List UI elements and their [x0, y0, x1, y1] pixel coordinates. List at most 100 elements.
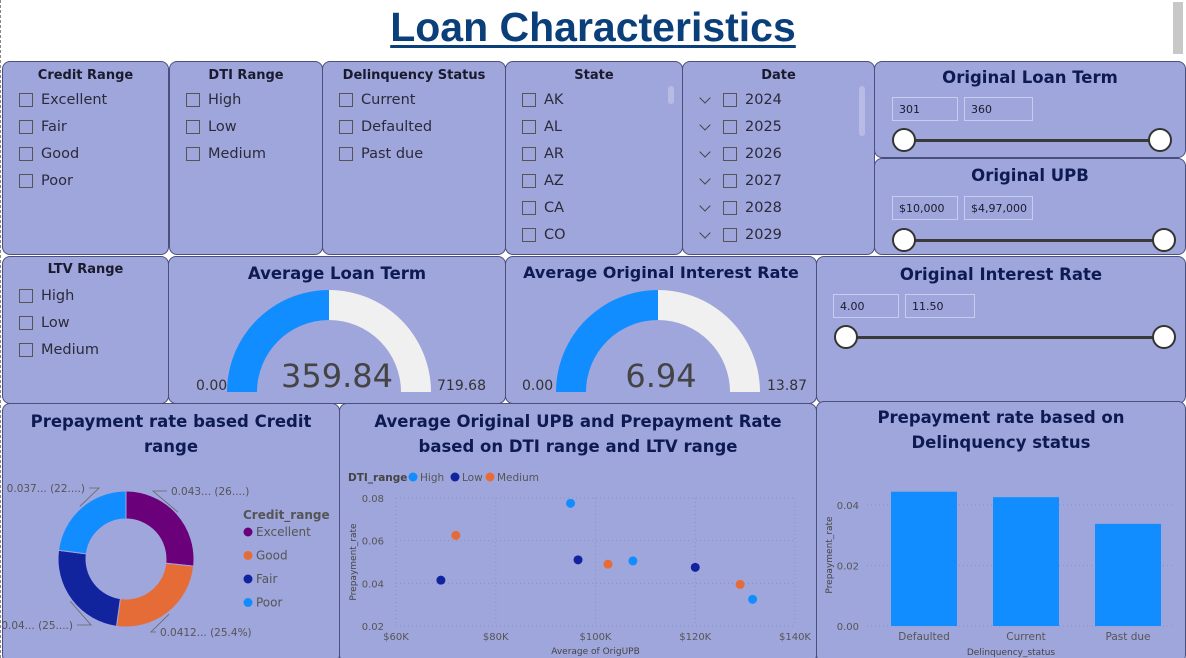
y-tick-label: 0.04 [837, 501, 859, 512]
gauge-remainder [658, 290, 760, 392]
slicer-option-medium[interactable]: Medium [186, 144, 266, 164]
bar-past-due [1095, 523, 1161, 626]
chevron-down-icon[interactable] [699, 146, 711, 158]
gauge-fill [556, 290, 658, 392]
slicer-option-past-due[interactable]: Past due [339, 144, 423, 164]
upb-prepayment-scatter-card: Average Original UPB and Prepayment Rate… [339, 403, 817, 658]
slicer-option-medium[interactable]: Medium [19, 340, 99, 360]
slicer-option-low[interactable]: Low [186, 117, 237, 137]
range-min-input[interactable]: 301 [892, 97, 958, 121]
donut-slice-excellent [125, 490, 195, 567]
slicer-option-good[interactable]: Good [19, 144, 79, 164]
checkbox[interactable] [19, 120, 33, 134]
slicer-option-ar[interactable]: AR [522, 144, 564, 164]
option-label: AK [544, 92, 564, 108]
slicer-option-poor[interactable]: Poor [19, 171, 73, 191]
chevron-down-icon[interactable] [699, 200, 711, 212]
checkbox[interactable] [522, 201, 536, 215]
checkbox[interactable] [19, 174, 33, 188]
slicer-option-fair[interactable]: Fair [19, 117, 67, 137]
checkbox[interactable] [186, 120, 200, 134]
slicer-option-high[interactable]: High [19, 286, 74, 306]
checkbox[interactable] [339, 93, 353, 107]
checkbox[interactable] [19, 147, 33, 161]
legend-marker-excellent [243, 527, 253, 537]
range-max-handle[interactable] [1152, 228, 1176, 252]
slicer-option-excellent[interactable]: Excellent [19, 90, 107, 110]
range-min-input[interactable]: $10,000 [892, 196, 958, 220]
range-min-input[interactable]: 4.00 [833, 294, 899, 318]
checkbox[interactable] [339, 147, 353, 161]
chevron-down-icon[interactable] [699, 227, 711, 239]
checkbox[interactable] [522, 174, 536, 188]
date-scrollbar[interactable] [859, 86, 865, 136]
legend-label: Low [462, 472, 483, 484]
checkbox[interactable] [339, 120, 353, 134]
checkbox[interactable] [522, 120, 536, 134]
slicer-option-2024[interactable]: 2024 [699, 90, 782, 110]
slicer-option-2025[interactable]: 2025 [699, 117, 782, 137]
checkbox[interactable] [723, 120, 737, 134]
bar-defaulted [891, 491, 957, 626]
scatter-point-high [628, 556, 638, 566]
range-min-handle[interactable] [892, 128, 916, 152]
scatter-point-medium [451, 530, 461, 540]
checkbox[interactable] [723, 228, 737, 242]
slicer-option-defaulted[interactable]: Defaulted [339, 117, 432, 137]
range-max-handle[interactable] [1152, 325, 1176, 349]
checkbox[interactable] [522, 228, 536, 242]
checkbox[interactable] [19, 289, 33, 303]
gauge-remainder [329, 290, 431, 392]
slicer-option-current[interactable]: Current [339, 90, 415, 110]
legend-label: Fair [256, 572, 277, 586]
checkbox[interactable] [19, 343, 33, 357]
checkbox[interactable] [723, 201, 737, 215]
interest-rate-range-slicer: Original Interest Rate 4.00 11.50 [816, 256, 1186, 404]
checkbox[interactable] [19, 316, 33, 330]
legend-label: Good [256, 549, 288, 563]
slicer-option-low[interactable]: Low [19, 313, 70, 333]
checkbox[interactable] [186, 93, 200, 107]
range-track [903, 139, 1159, 142]
range-max-input[interactable]: $4,97,000 [964, 196, 1033, 220]
data-label-leader [151, 490, 179, 513]
checkbox[interactable] [522, 147, 536, 161]
option-label: Fair [41, 119, 67, 135]
slicer-option-ak[interactable]: AK [522, 90, 563, 110]
slicer-title: Delinquency Status [342, 68, 486, 83]
range-max-handle[interactable] [1148, 128, 1172, 152]
slicer-option-co[interactable]: CO [522, 225, 566, 245]
slicer-option-2029[interactable]: 2029 [699, 225, 782, 245]
state-scrollbar[interactable] [668, 86, 674, 104]
page-scrollbar[interactable] [1173, 2, 1183, 54]
range-max-input[interactable]: 360 [964, 97, 1033, 121]
slicer-option-al[interactable]: AL [522, 117, 562, 137]
slicer-option-2026[interactable]: 2026 [699, 144, 782, 164]
chevron-down-icon[interactable] [699, 119, 711, 131]
checkbox[interactable] [723, 174, 737, 188]
gauge-max-label: 13.87 [767, 378, 808, 394]
checkbox[interactable] [522, 93, 536, 107]
range-min-handle[interactable] [892, 228, 916, 252]
slicer-option-ca[interactable]: CA [522, 198, 564, 218]
legend-label: Medium [497, 472, 539, 484]
checkbox[interactable] [723, 147, 737, 161]
option-label: Low [41, 315, 70, 331]
legend-marker-high [408, 472, 418, 482]
checkbox[interactable] [723, 93, 737, 107]
checkbox[interactable] [186, 147, 200, 161]
delinquency-prepayment-bar-card: Prepayment rate based on Delinquency sta… [816, 401, 1186, 658]
slicer-option-2027[interactable]: 2027 [699, 171, 782, 191]
range-min-handle[interactable] [834, 325, 858, 349]
slicer-option-az[interactable]: AZ [522, 171, 564, 191]
x-tick-label: $120K [679, 632, 711, 643]
chevron-down-icon[interactable] [699, 92, 711, 104]
checkbox[interactable] [19, 93, 33, 107]
slicer-title: Original UPB [971, 166, 1089, 185]
gauge-min-label: 0.00 [522, 378, 554, 394]
slicer-option-high[interactable]: High [186, 90, 241, 110]
slicer-title: LTV Range [47, 262, 124, 277]
chevron-down-icon[interactable] [699, 173, 711, 185]
slicer-option-2028[interactable]: 2028 [699, 198, 782, 218]
range-max-input[interactable]: 11.50 [905, 294, 975, 318]
